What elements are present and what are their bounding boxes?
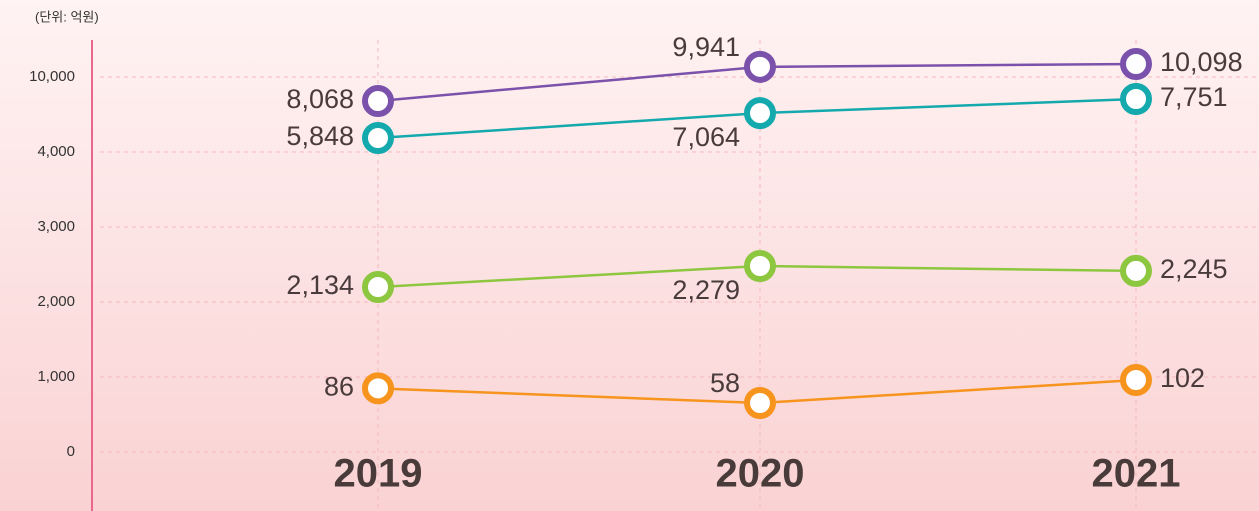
y-tick-label: 2,000	[37, 293, 75, 310]
value-label: 10,098	[1160, 47, 1243, 77]
y-tick-label: 4,000	[37, 143, 75, 160]
x-tick-label: 2020	[716, 452, 805, 496]
value-label: 102	[1160, 363, 1205, 393]
value-label: 8,068	[286, 84, 354, 114]
x-tick-label: 2021	[1092, 452, 1181, 496]
point	[744, 50, 776, 83]
value-label: 9,941	[672, 32, 740, 62]
point	[362, 85, 394, 117]
point	[744, 250, 776, 282]
value-label: 58	[710, 368, 740, 398]
point	[362, 122, 394, 154]
value-label: 86	[324, 371, 354, 401]
point	[744, 387, 776, 419]
value-label: 7,064	[672, 122, 740, 152]
x-tick-label: 2019	[334, 452, 423, 496]
y-tick-label: 1,000	[37, 368, 75, 385]
value-label: 2,134	[286, 270, 354, 300]
point	[362, 271, 394, 303]
point	[1120, 48, 1152, 80]
value-label: 5,848	[286, 121, 354, 151]
point	[1120, 254, 1152, 287]
value-label: 2,245	[1160, 254, 1228, 284]
unit-label: (단위: 억원)	[35, 9, 99, 24]
y-tick-label: 0	[67, 443, 75, 460]
point	[744, 97, 776, 130]
point	[362, 372, 394, 405]
point	[1120, 83, 1152, 115]
point	[1120, 364, 1152, 396]
y-tick-label: 10,000	[29, 68, 75, 85]
value-label: 2,279	[672, 275, 740, 305]
value-label: 7,751	[1160, 82, 1228, 112]
y-tick-label: 3,000	[37, 218, 75, 235]
